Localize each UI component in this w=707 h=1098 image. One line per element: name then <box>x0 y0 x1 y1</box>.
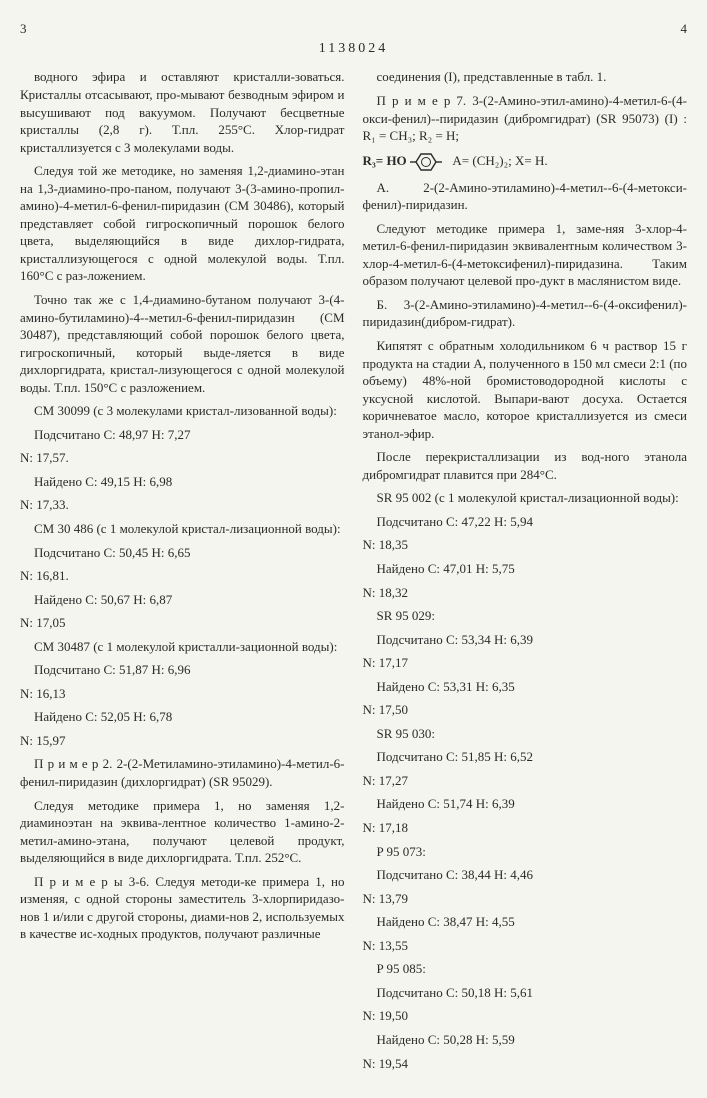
para: СМ 30 486 (с 1 молекулой кристал-лизацио… <box>20 520 345 538</box>
found-line: N: 19,54 <box>363 1055 688 1073</box>
para: П р и м е р 2. 2-(2-Метиламино-этиламино… <box>20 755 345 790</box>
para: SR 95 029: <box>363 607 688 625</box>
para: После перекристаллизации из вод-ного эта… <box>363 448 688 483</box>
para: Следуя методике примера 1, но заменяя 1,… <box>20 797 345 867</box>
para: Кипятят с обратным холодильником 6 ч рас… <box>363 337 688 442</box>
found-line: N: 17,05 <box>20 614 345 632</box>
para: водного эфира и оставляют кристалли-зова… <box>20 68 345 156</box>
calc-line: Подсчитано С: 38,44 Н: 4,46 <box>363 866 688 884</box>
calc-line: N: 16,13 <box>20 685 345 703</box>
para: А. 2-(2-Амино-этиламино)-4-метил--6-(4-м… <box>363 179 688 214</box>
benzene-ring-icon <box>410 151 446 173</box>
two-column-layout: водного эфира и оставляют кристалли-зова… <box>20 68 687 1078</box>
document-number: 1138024 <box>20 40 687 59</box>
found-line: N: 13,55 <box>363 937 688 955</box>
found-line: Найдено С: 52,05 Н: 6,78 <box>20 708 345 726</box>
para: Точно так же с 1,4-диамино-бутаном получ… <box>20 291 345 396</box>
found-line: Найдено С: 53,31 Н: 6,35 <box>363 678 688 696</box>
para: СМ 30487 (с 1 молекулой кристалли-зацион… <box>20 638 345 656</box>
left-column: водного эфира и оставляют кристалли-зова… <box>20 68 345 1078</box>
para: СМ 30099 (с 3 молекулами кристал-лизован… <box>20 402 345 420</box>
calc-line: N: 19,50 <box>363 1007 688 1025</box>
calc-line: N: 18,35 <box>363 536 688 554</box>
calc-line: N: 17,27 <box>363 772 688 790</box>
para: П р и м е р ы 3-6. Следуя методи-ке прим… <box>20 873 345 943</box>
found-line: N: 17,18 <box>363 819 688 837</box>
calc-line: Подсчитано С: 48,97 Н: 7,27 <box>20 426 345 444</box>
formula-r3: R₃= HO <box>363 153 407 168</box>
para: Б. 3-(2-Амино-этиламино)-4-метил--6-(4-о… <box>363 296 688 331</box>
found-line: N: 17,33. <box>20 496 345 514</box>
found-line: Найдено С: 51,74 Н: 6,39 <box>363 795 688 813</box>
found-line: N: 17,50 <box>363 701 688 719</box>
found-line: Найдено С: 38,47 Н: 4,55 <box>363 913 688 931</box>
para: Следуя той же методике, но заменяя 1,2-д… <box>20 162 345 285</box>
formula-tail: A= (CH₂)₂; X= H. <box>452 153 547 168</box>
right-page-num: 4 <box>681 20 688 38</box>
calc-line: Подсчитано С: 53,34 Н: 6,39 <box>363 631 688 649</box>
found-line: Найдено С: 49,15 Н: 6,98 <box>20 473 345 491</box>
para: П р и м е р 7. 3-(2-Амино-этил-амино)-4-… <box>363 92 688 145</box>
calc-line: Подсчитано С: 50,45 Н: 6,65 <box>20 544 345 562</box>
para: P 95 073: <box>363 843 688 861</box>
para: P 95 085: <box>363 960 688 978</box>
found-line: Найдено С: 50,28 Н: 5,59 <box>363 1031 688 1049</box>
para: SR 95 030: <box>363 725 688 743</box>
calc-line: Подсчитано С: 51,87 Н: 6,96 <box>20 661 345 679</box>
calc-line: Подсчитано С: 51,85 Н: 6,52 <box>363 748 688 766</box>
calc-line: N: 16,81. <box>20 567 345 585</box>
calc-line: Подсчитано С: 50,18 Н: 5,61 <box>363 984 688 1002</box>
chemical-formula: R₃= HO A= (CH₂)₂; X= H. <box>363 151 688 173</box>
right-column: соединения (I), представленные в табл. 1… <box>363 68 688 1078</box>
para: соединения (I), представленные в табл. 1… <box>363 68 688 86</box>
calc-line: Подсчитано С: 47,22 Н: 5,94 <box>363 513 688 531</box>
calc-line: N: 13,79 <box>363 890 688 908</box>
found-line: Найдено С: 47,01 Н: 5,75 <box>363 560 688 578</box>
calc-line: N: 17,57. <box>20 449 345 467</box>
left-page-num: 3 <box>20 20 27 38</box>
para: Следуют методике примера 1, заме-няя 3-х… <box>363 220 688 290</box>
found-line: N: 18,32 <box>363 584 688 602</box>
page-header-nums: 3 4 <box>20 20 687 38</box>
found-line: N: 15,97 <box>20 732 345 750</box>
calc-line: N: 17,17 <box>363 654 688 672</box>
found-line: Найдено С: 50,67 Н: 6,87 <box>20 591 345 609</box>
para: SR 95 002 (с 1 молекулой кристал-лизацио… <box>363 489 688 507</box>
